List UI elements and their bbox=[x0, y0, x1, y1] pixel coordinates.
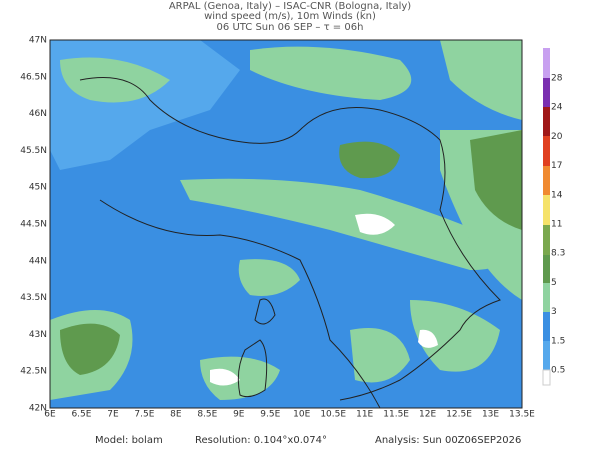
lon-label: 7.5E bbox=[134, 410, 154, 420]
header-line: wind speed (m/s), 10m Winds (kn) bbox=[204, 11, 376, 22]
header-line: 06 UTC Sun 06 SEP – τ = 06h bbox=[217, 22, 364, 33]
lon-label: 8E bbox=[170, 410, 182, 420]
lon-label: 8.5E bbox=[197, 410, 217, 420]
lat-label: 44N bbox=[29, 256, 47, 266]
lon-label: 12.5E bbox=[446, 410, 472, 420]
lat-label: 42.5N bbox=[20, 367, 47, 377]
lon-label: 12E bbox=[419, 410, 436, 420]
footer-resolution: Resolution: 0.104°x0.074° bbox=[195, 435, 327, 446]
colorbar-label: 11 bbox=[551, 220, 562, 230]
lon-label: 9E bbox=[233, 410, 245, 420]
lon-label: 9.5E bbox=[260, 410, 280, 420]
lon-label: 11.5E bbox=[383, 410, 409, 420]
lon-label: 11E bbox=[356, 410, 373, 420]
colorbar-label: 20 bbox=[551, 132, 563, 142]
lon-label: 6E bbox=[44, 410, 56, 420]
lon-label: 6.5E bbox=[71, 410, 91, 420]
map-field bbox=[49, 39, 523, 409]
colorbar-label: 17 bbox=[551, 161, 562, 171]
colorbar-label: 24 bbox=[551, 103, 563, 113]
lon-label: 7E bbox=[107, 410, 119, 420]
lon-label: 13.5E bbox=[509, 410, 535, 420]
header-line: ARPAL (Genoa, Italy) – ISAC-CNR (Bologna… bbox=[169, 1, 411, 12]
colorbar-label: 8.3 bbox=[551, 249, 565, 259]
lon-label: 10E bbox=[293, 410, 310, 420]
footer-model: Model: bolam bbox=[95, 435, 163, 446]
colorbar-label: 1.5 bbox=[551, 336, 565, 346]
footer-analysis: Analysis: Sun 00Z06SEP2026 bbox=[375, 435, 521, 446]
lat-label: 43N bbox=[29, 330, 47, 340]
colorbar-label: 28 bbox=[551, 74, 563, 84]
lat-label: 42N bbox=[29, 404, 47, 414]
colorbar-label: 0.5 bbox=[551, 366, 565, 376]
lat-label: 46.5N bbox=[20, 72, 47, 82]
colorbar-label: 3 bbox=[551, 307, 557, 317]
colorbar-label: 5 bbox=[551, 278, 557, 288]
lat-label: 46N bbox=[29, 109, 47, 119]
lat-label: 47N bbox=[29, 36, 47, 46]
lat-label: 45N bbox=[29, 183, 47, 193]
lat-label: 45.5N bbox=[20, 146, 47, 156]
lon-label: 10.5E bbox=[320, 410, 346, 420]
colorbar bbox=[542, 48, 551, 386]
lat-label: 44.5N bbox=[20, 220, 47, 230]
colorbar-label: 14 bbox=[551, 190, 563, 200]
lat-label: 43.5N bbox=[20, 293, 47, 303]
lon-label: 13E bbox=[482, 410, 499, 420]
